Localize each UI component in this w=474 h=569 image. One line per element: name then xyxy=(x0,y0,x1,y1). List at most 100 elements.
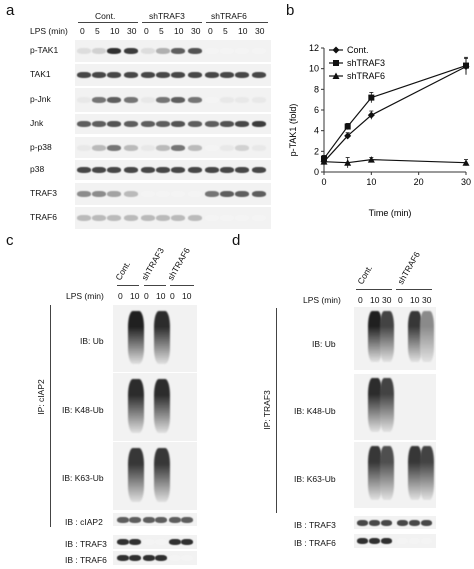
blot-band xyxy=(205,97,219,103)
blot-band xyxy=(235,97,249,103)
y-tick-label: 0 xyxy=(314,167,319,177)
blot-band xyxy=(235,48,249,54)
blot-band xyxy=(188,191,202,197)
legend-label: shTRAF6 xyxy=(347,71,385,81)
row-label: TRAF3 xyxy=(30,188,57,198)
x-tick-label: 20 xyxy=(414,177,424,187)
row-label: TAK1 xyxy=(30,69,51,79)
blot-band xyxy=(155,539,167,545)
blot-band xyxy=(205,121,219,127)
blot-strip xyxy=(113,442,197,510)
blot-strip xyxy=(354,374,436,440)
blot-band xyxy=(155,555,167,561)
data-point xyxy=(320,158,328,165)
blot-band xyxy=(107,144,121,151)
blot-band xyxy=(397,519,408,526)
blot-band xyxy=(107,167,121,173)
blot-band xyxy=(205,48,219,54)
ip-bracket-d xyxy=(276,308,277,513)
blot-band xyxy=(92,144,106,151)
blot-band xyxy=(143,539,155,545)
blot-band xyxy=(421,538,432,544)
blot-band xyxy=(205,191,219,197)
legend-marker xyxy=(332,72,340,79)
blot-band xyxy=(117,516,129,523)
blot-band xyxy=(171,72,185,78)
time-label: 0 xyxy=(170,291,175,301)
time-label: 0 xyxy=(144,291,149,301)
blot-band xyxy=(252,121,266,127)
column-label-shtraf3: shTRAF3 xyxy=(139,245,166,282)
time-label: 0 xyxy=(398,295,403,305)
blot-band xyxy=(77,215,91,221)
smear-band xyxy=(420,446,434,500)
blot-band xyxy=(156,48,170,54)
blot-band xyxy=(205,144,219,151)
time-label: 0 xyxy=(358,295,363,305)
blot-strip xyxy=(354,307,436,370)
chart-legend: Cont. shTRAF3 shTRAF6 xyxy=(329,45,385,81)
blot-band xyxy=(77,97,91,103)
blot-band xyxy=(252,167,266,173)
data-point xyxy=(344,132,352,140)
smear-band xyxy=(408,311,422,362)
ip-label-d: IP: TRAF3 xyxy=(262,390,272,430)
row-label: Jnk xyxy=(30,118,44,128)
ib-label-traf3-d: IB : TRAF3 xyxy=(294,520,336,530)
blot-band xyxy=(252,215,266,221)
blot-band xyxy=(92,48,106,54)
time-label: 10 xyxy=(156,291,166,301)
blot-band xyxy=(381,538,392,544)
group-line-cont xyxy=(78,22,138,23)
blot-band xyxy=(124,72,138,78)
data-point xyxy=(344,123,351,130)
blot-strip xyxy=(113,305,197,372)
blot-band xyxy=(188,215,202,221)
blot-band xyxy=(141,121,155,127)
time-label: 0 xyxy=(118,291,123,301)
blot-band xyxy=(77,121,91,127)
smear-band xyxy=(408,446,422,500)
blot-band xyxy=(188,144,202,151)
blot-band xyxy=(107,191,121,197)
blot-band xyxy=(220,121,234,127)
smear-band xyxy=(380,311,394,362)
column-label-cont-d: Cont. xyxy=(355,263,375,286)
legend-marker xyxy=(332,46,340,54)
blot-band xyxy=(92,167,106,173)
col-line-cont xyxy=(117,285,139,286)
blot-band xyxy=(188,167,202,173)
blot-strip xyxy=(75,137,271,158)
ib-label-traf6-c: IB : TRAF6 xyxy=(65,555,107,565)
x-axis-label: Time (min) xyxy=(369,208,412,218)
blot-band xyxy=(171,48,185,54)
blot-band xyxy=(235,121,249,127)
blot-band xyxy=(205,72,219,78)
smear-band xyxy=(154,448,170,502)
blot-band xyxy=(369,519,380,526)
panel-label-a: a xyxy=(6,2,15,19)
row-label: p-Jnk xyxy=(30,94,51,104)
blot-band xyxy=(156,215,170,221)
blot-band xyxy=(77,191,91,197)
col-line-shtraf6-d xyxy=(396,289,432,290)
ib-label-k63-c: IB: K63-Ub xyxy=(62,473,104,483)
blot-band xyxy=(141,97,155,103)
blot-strip xyxy=(75,183,271,205)
blot-strip xyxy=(113,551,197,565)
data-point xyxy=(462,159,470,166)
blot-band xyxy=(220,215,234,221)
blot-band xyxy=(129,539,141,545)
row-label: p-TAK1 xyxy=(30,45,59,55)
blot-band xyxy=(124,144,138,151)
blot-band xyxy=(117,555,129,561)
series-line-1 xyxy=(323,64,467,159)
blot-band xyxy=(357,538,368,544)
lps-label: LPS (min) xyxy=(30,26,68,36)
blot-strip xyxy=(354,442,436,508)
blot-band xyxy=(171,215,185,221)
blot-band xyxy=(220,191,234,197)
col-line-shtraf6 xyxy=(170,285,194,286)
smear-band xyxy=(154,311,170,364)
col-line-shtraf3 xyxy=(144,285,166,286)
